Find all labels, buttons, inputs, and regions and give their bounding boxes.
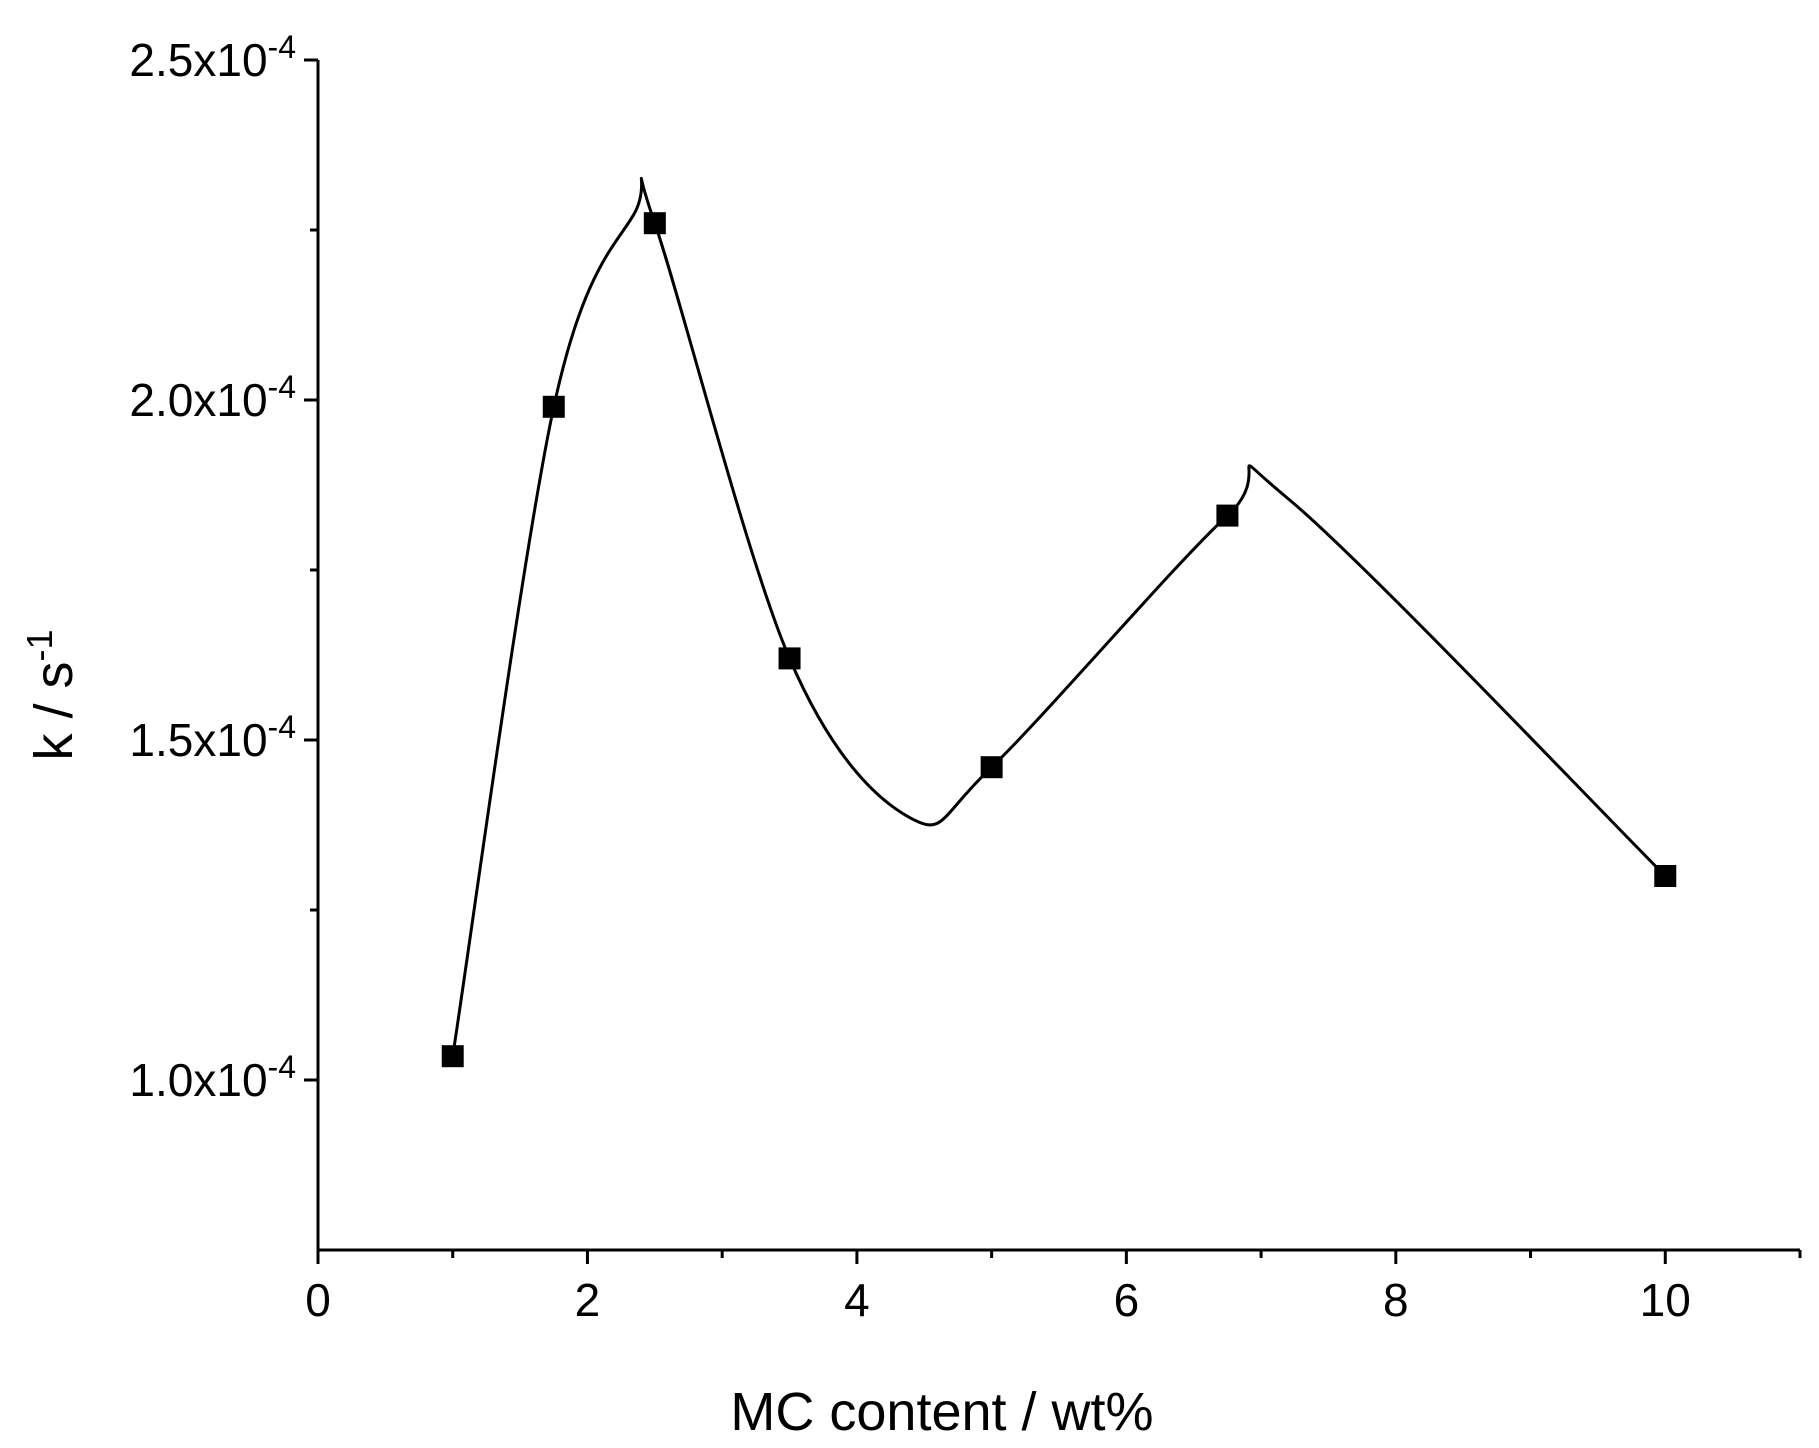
y-axis-title-base: k / s bbox=[24, 662, 84, 761]
x-tick-label: 10 bbox=[1640, 1274, 1691, 1326]
data-point-marker bbox=[778, 647, 801, 670]
axis-ticks bbox=[304, 58, 1802, 1264]
x-tick-label: 2 bbox=[575, 1274, 601, 1326]
data-point-marker bbox=[980, 756, 1003, 779]
data-point-marker bbox=[1216, 504, 1239, 527]
data-point-marker bbox=[441, 1045, 464, 1068]
x-tick-label: 8 bbox=[1383, 1274, 1409, 1326]
x-axis-title: MC content / wt% bbox=[730, 1382, 1153, 1442]
y-axis-title-exponent: -1 bbox=[19, 629, 60, 661]
x-tick-label: 4 bbox=[844, 1274, 870, 1326]
data-point-marker bbox=[542, 395, 565, 418]
y-tick-label: 2.5x10-4 bbox=[129, 29, 296, 86]
y-tick-label: 1.5x10-4 bbox=[129, 709, 296, 766]
x-tick-label: 0 bbox=[305, 1274, 331, 1326]
y-tick-label: 2.0x10-4 bbox=[129, 369, 296, 426]
y-tick-label: 1.0x10-4 bbox=[129, 1049, 296, 1106]
y-axis-title: k / s-1 bbox=[19, 629, 84, 760]
data-point-marker bbox=[643, 212, 666, 235]
x-tick-label: 6 bbox=[1114, 1274, 1140, 1326]
fit-curve bbox=[451, 176, 1667, 1057]
data-point-marker bbox=[1654, 865, 1677, 887]
plot-area bbox=[316, 60, 1800, 1252]
axis-tick-labels: 0 2 4 6 8 10 1.0x10-4 1.5x10-4 2.0x10-4 2.5x10-4 bbox=[129, 29, 1690, 1326]
